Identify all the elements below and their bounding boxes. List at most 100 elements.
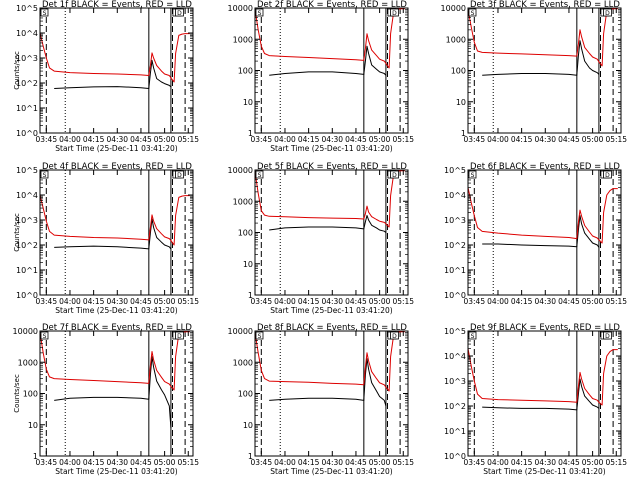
marker-label: S xyxy=(471,10,475,17)
x-tick-label: 04:00 xyxy=(274,135,296,144)
x-tick-label: 04:15 xyxy=(298,458,320,467)
y-axis-label: Counts/sec xyxy=(13,213,21,252)
series-lld xyxy=(254,8,405,69)
marker-label: S xyxy=(43,333,47,340)
plot-frame xyxy=(39,169,194,296)
plot-frame xyxy=(467,169,622,296)
x-tick-label: 05:15 xyxy=(392,458,414,467)
panel-6: Det 6f BLACK = Events, RED = LLD 10^0 10^1… xyxy=(444,162,627,306)
x-tick-label: 03:45 xyxy=(35,135,57,144)
marker-label: S xyxy=(471,333,475,340)
y-tick-label: 10^4 xyxy=(444,352,466,361)
y-tick-label: 10^0 xyxy=(444,291,466,300)
x-tick-label: 05:00 xyxy=(369,297,391,306)
y-tick-label: 100 xyxy=(238,229,253,238)
panel-1: Det 1f BLACK = Events, RED = LLD 10^0 10^1… xyxy=(13,0,199,153)
y-tick-label: 100 xyxy=(238,67,253,76)
x-tick-label: 03:45 xyxy=(250,297,272,306)
series-events xyxy=(54,356,172,428)
x-tick-label: 04:45 xyxy=(345,458,367,467)
y-tick-label: 10 xyxy=(456,98,466,107)
marker-box xyxy=(40,8,49,17)
x-tick-label: 04:30 xyxy=(321,135,343,144)
series-events xyxy=(269,215,387,233)
marker-label: S xyxy=(258,333,262,340)
x-axis-label: Start Time (25-Dec-11 03:41:20) xyxy=(55,144,177,153)
marker-label: D xyxy=(605,172,610,179)
plot-frame xyxy=(254,169,409,296)
series-events xyxy=(482,378,600,411)
plot-frame xyxy=(467,330,622,457)
x-tick-label: 04:15 xyxy=(83,297,105,306)
x-tick-label: 04:15 xyxy=(83,135,105,144)
x-tick-label: 04:30 xyxy=(106,297,128,306)
x-tick-label: 04:30 xyxy=(321,297,343,306)
panel-title: Det 7f BLACK = Events, RED = LLD xyxy=(42,323,192,333)
panel-title: Det 6f BLACK = Events, RED = LLD xyxy=(470,162,620,172)
y-tick-label: 1 xyxy=(248,452,253,461)
marker-box xyxy=(468,331,477,340)
x-tick-label: 04:45 xyxy=(558,297,580,306)
x-tick-label: 04:30 xyxy=(534,458,556,467)
y-tick-label: 10^2 xyxy=(444,241,466,250)
marker-box xyxy=(255,170,264,179)
y-tick-label: 1000 xyxy=(233,197,253,206)
y-tick-label: 10^4 xyxy=(444,191,466,200)
panel-5: Det 5f BLACK = Events, RED = LLD 1 10 100 10… xyxy=(228,162,415,315)
panel-title: Det 8f BLACK = Events, RED = LLD xyxy=(257,323,407,333)
x-tick-label: 05:15 xyxy=(605,135,627,144)
x-tick-label: 04:45 xyxy=(130,135,152,144)
y-axis-label: Counts/sec xyxy=(13,51,21,90)
x-tick-label: 04:45 xyxy=(345,297,367,306)
y-tick-label: 10^0 xyxy=(16,129,38,138)
marker-label: D xyxy=(177,10,182,17)
panel-title: Det 1f BLACK = Events, RED = LLD xyxy=(42,0,192,10)
y-tick-label: 10^5 xyxy=(444,166,466,175)
y-tick-label: 10000 xyxy=(228,4,253,13)
marker-label: S xyxy=(43,10,47,17)
x-tick-label: 04:00 xyxy=(487,458,509,467)
x-tick-label: 05:00 xyxy=(582,135,604,144)
panel-2: Det 2f BLACK = Events, RED = LLD 1 10 100 10… xyxy=(228,0,415,153)
x-axis-label: Start Time (25-Dec-11 03:41:20) xyxy=(55,467,177,476)
x-tick-label: 05:00 xyxy=(582,458,604,467)
x-tick-label: 04:00 xyxy=(274,458,296,467)
y-tick-label: 1 xyxy=(248,129,253,138)
y-tick-label: 10^1 xyxy=(444,266,466,275)
x-tick-label: 04:45 xyxy=(558,135,580,144)
x-tick-label: 04:45 xyxy=(345,135,367,144)
x-axis-label: Start Time (25-Dec-11 03:41:20) xyxy=(55,306,177,315)
x-tick-label: 05:00 xyxy=(154,135,176,144)
marker-box xyxy=(255,8,264,17)
x-tick-label: 04:45 xyxy=(558,458,580,467)
y-tick-label: 1000 xyxy=(18,358,38,367)
marker-label: D xyxy=(177,333,182,340)
panel-3: Det 3f BLACK = Events, RED = LLD 1 10 100 10… xyxy=(441,0,628,144)
series-lld xyxy=(467,348,618,406)
marker-label: S xyxy=(258,10,262,17)
marker-box xyxy=(468,8,477,17)
marker-box xyxy=(603,331,612,340)
y-tick-label: 100 xyxy=(238,390,253,399)
marker-box xyxy=(40,331,49,340)
x-tick-label: 04:00 xyxy=(59,297,81,306)
x-tick-label: 03:45 xyxy=(463,135,485,144)
x-tick-label: 05:15 xyxy=(605,458,627,467)
x-tick-label: 04:15 xyxy=(298,135,320,144)
marker-label: D xyxy=(605,10,610,17)
marker-box xyxy=(40,170,49,179)
x-tick-label: 03:45 xyxy=(250,135,272,144)
x-tick-label: 03:45 xyxy=(35,297,57,306)
plot-frame xyxy=(254,330,409,457)
y-tick-label: 1 xyxy=(248,291,253,300)
y-tick-label: 10^3 xyxy=(16,216,38,225)
x-tick-label: 04:00 xyxy=(59,135,81,144)
plot-frame xyxy=(254,7,409,134)
series-events xyxy=(482,40,600,76)
x-tick-label: 05:15 xyxy=(177,135,199,144)
y-tick-label: 10000 xyxy=(228,327,253,336)
x-tick-label: 04:45 xyxy=(130,297,152,306)
marker-box xyxy=(603,8,612,17)
x-tick-label: 05:15 xyxy=(392,135,414,144)
